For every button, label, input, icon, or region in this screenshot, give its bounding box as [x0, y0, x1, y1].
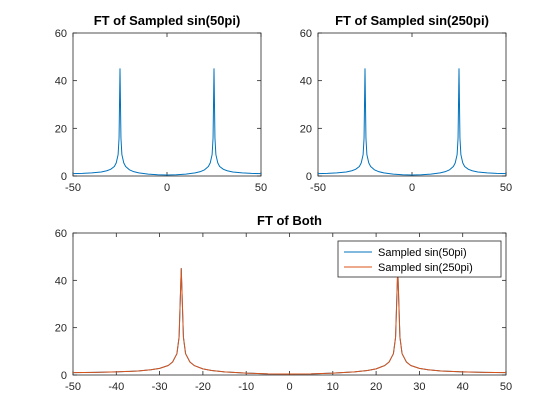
x-tick-label: 40	[457, 381, 469, 393]
y-tick-label: 0	[61, 370, 67, 382]
y-tick-label: 0	[306, 171, 312, 183]
x-tick-label: 20	[370, 381, 382, 393]
subplot-bottom: -50 -40 -30 -20 -10 0 10 20 30 40 50 0 20 40 60 FT of B…	[55, 213, 512, 393]
x-tick-label: 50	[500, 182, 512, 194]
y-tick-label: 60	[55, 228, 67, 240]
x-tick-label: -50	[65, 381, 81, 393]
chart-title: FT of Both	[257, 213, 322, 228]
y-tick-label: 60	[55, 28, 67, 40]
series-line-0	[72, 68, 262, 176]
x-tick-label: 0	[164, 182, 170, 194]
x-tick-label: -50	[310, 182, 326, 194]
legend-box	[337, 240, 502, 278]
legend: Sampled sin(50pi) Sampled sin(250pi)	[337, 240, 502, 278]
y-tick-label: 40	[55, 275, 67, 287]
x-tick-label: -30	[152, 381, 168, 393]
y-tick-label: 20	[55, 123, 67, 135]
series-line-0	[317, 68, 507, 176]
y-tick-label: 60	[300, 28, 312, 40]
axes-box	[317, 32, 507, 177]
y-tick-label: 20	[55, 323, 67, 335]
y-tick-label: 0	[61, 171, 67, 183]
x-tick-label: 30	[413, 381, 425, 393]
legend-entry-0: Sampled sin(50pi)	[378, 247, 467, 259]
chart-title: FT of Sampled sin(50pi)	[94, 13, 241, 28]
axes-box	[72, 32, 262, 177]
x-tick-label: -10	[238, 381, 254, 393]
y-tick-label: 40	[300, 76, 312, 88]
x-tick-label: 0	[286, 381, 292, 393]
x-tick-label: 10	[327, 381, 339, 393]
legend-entry-1: Sampled sin(250pi)	[378, 262, 473, 274]
x-tick-label: 50	[500, 381, 512, 393]
x-tick-label: 50	[255, 182, 267, 194]
x-tick-label: 0	[409, 182, 415, 194]
x-tick-label: -50	[65, 182, 81, 194]
x-tick-label: -40	[108, 381, 124, 393]
y-tick-label: 20	[300, 123, 312, 135]
chart-title: FT of Sampled sin(250pi)	[335, 13, 489, 28]
series-line-1	[72, 268, 507, 375]
x-tick-label: -20	[195, 381, 211, 393]
y-tick-label: 40	[55, 76, 67, 88]
